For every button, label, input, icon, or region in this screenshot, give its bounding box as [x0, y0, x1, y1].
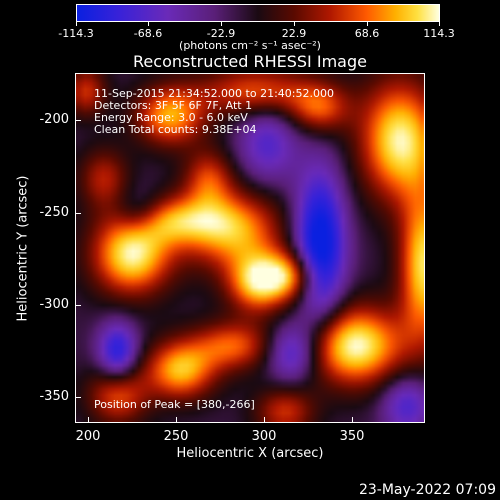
image-title: Reconstructed RHESSI Image: [133, 52, 367, 71]
y-tick: [75, 120, 81, 121]
colorbar-tick: [367, 22, 368, 26]
timestamp: 23-May-2022 07:09: [358, 482, 496, 498]
y-tick-label: -250: [39, 205, 69, 220]
image-panel: 11-Sep-2015 21:34:52.000 to 21:40:52.000…: [75, 73, 425, 423]
x-axis-label: Heliocentric X (arcsec): [176, 446, 324, 461]
clean-text: Clean Total counts: 9.38E+04: [94, 123, 257, 136]
x-tick: [352, 417, 353, 423]
colorbar-tick: [76, 22, 77, 26]
y-tick-label: -300: [39, 297, 69, 312]
reconstructed-image: [76, 74, 424, 422]
colorbar-label: -22.9: [206, 27, 236, 40]
x-tick-label: 200: [75, 429, 101, 444]
colorbar-units: (photons cm⁻² s⁻¹ asec⁻²): [179, 39, 321, 52]
energy-range-text: Energy Range: 3.0 - 6.0 keV: [94, 111, 248, 124]
x-tick-label: 250: [163, 429, 189, 444]
colorbar-tick: [439, 22, 440, 26]
y-tick: [75, 397, 81, 398]
y-tick-label: -350: [39, 389, 69, 404]
time-range-text: 11-Sep-2015 21:34:52.000 to 21:40:52.000: [94, 87, 334, 100]
colorbar-label: 68.6: [354, 27, 380, 40]
x-tick: [176, 417, 177, 423]
colorbar-tick: [294, 22, 295, 26]
colorbar-label: 114.3: [423, 27, 455, 40]
y-axis-label: Heliocentric Y (arcsec): [15, 175, 31, 322]
colorbar: [76, 4, 440, 22]
x-tick: [88, 417, 89, 423]
y-tick-label: -200: [39, 112, 69, 127]
colorbar-label: -68.6: [133, 27, 163, 40]
detectors-text: Detectors: 3F 5F 6F 7F, Att 1: [94, 99, 253, 112]
peak-position-text: Position of Peak = [380,-266]: [94, 398, 255, 411]
x-tick-label: 350: [339, 429, 365, 444]
colorbar-tick: [221, 22, 222, 26]
x-tick-label: 300: [251, 429, 277, 444]
colorbar-tick: [148, 22, 149, 26]
y-tick: [75, 213, 81, 214]
x-tick: [264, 417, 265, 423]
y-tick: [75, 305, 81, 306]
colorbar-label: -114.3: [58, 27, 94, 40]
colorbar-label: 22.9: [281, 27, 307, 40]
